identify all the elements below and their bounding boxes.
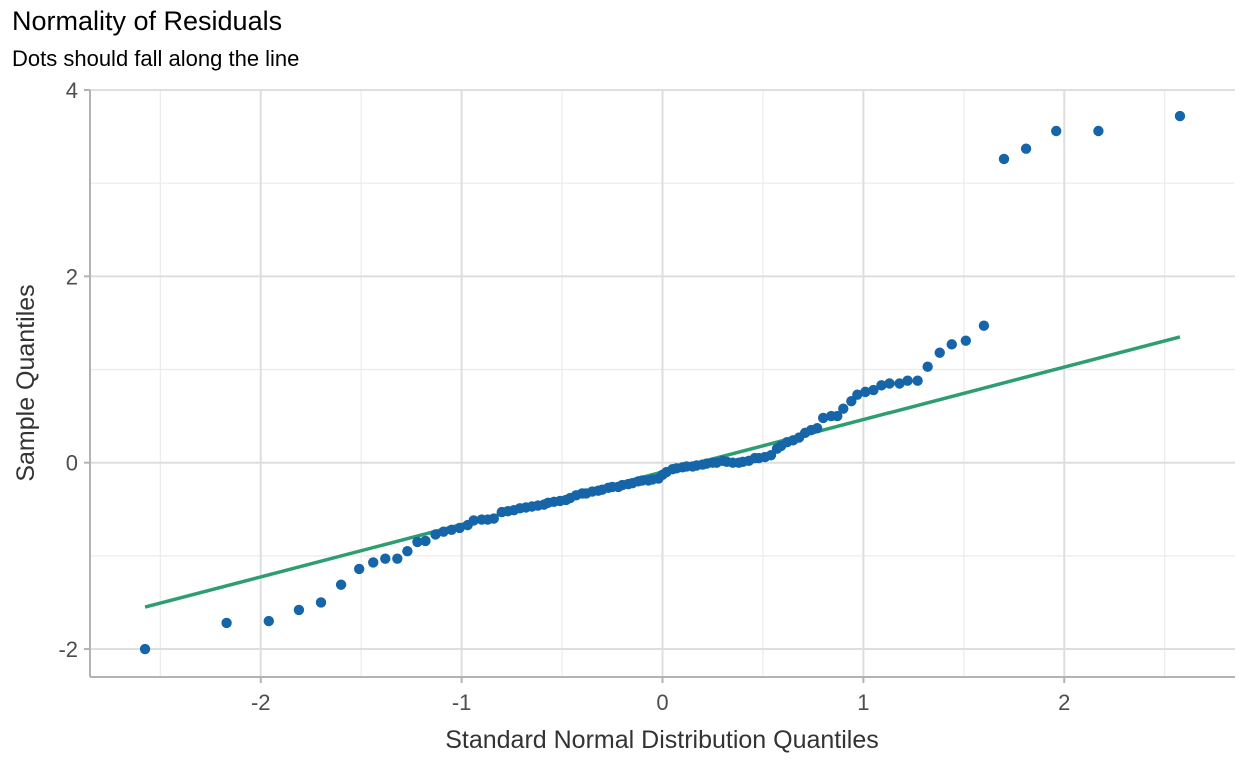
data-point: [380, 553, 391, 564]
data-point: [811, 423, 823, 434]
data-point: [852, 389, 863, 400]
data-point: [894, 378, 905, 389]
y-tick-label: -2: [58, 637, 78, 662]
data-point: [846, 396, 857, 407]
data-point: [978, 320, 990, 331]
y-tick-label: 0: [66, 451, 78, 476]
tick-labels: -2 -1 0 1 2 -2 0 2 4: [58, 78, 1070, 715]
data-point: [1051, 125, 1062, 137]
data-point: [430, 529, 441, 540]
grid-lines: [90, 89, 1235, 677]
data-point: [420, 535, 431, 547]
data-point: [412, 536, 423, 548]
data-point: [293, 604, 305, 616]
data-point: [446, 524, 457, 535]
data-point: [838, 403, 849, 414]
x-axis-title: Standard Normal Distribution Quantiles: [445, 726, 879, 754]
data-point: [884, 378, 895, 389]
data-point: [934, 347, 945, 358]
axes: [84, 89, 1235, 683]
data-point: [832, 410, 843, 422]
data-point: [1093, 125, 1104, 137]
data-point: [353, 563, 365, 575]
chart-subtitle: Dots should fall along the line: [12, 46, 300, 71]
data-point: [392, 553, 403, 564]
data-point: [315, 597, 327, 608]
data-point: [368, 557, 379, 568]
x-tick-label: -1: [452, 690, 472, 715]
data-point: [912, 375, 923, 386]
x-tick-label: 2: [1058, 690, 1070, 715]
y-axis-title: Sample Quantiles: [12, 284, 40, 481]
y-tick-label: 2: [66, 264, 78, 289]
data-point: [454, 522, 465, 534]
data-point: [263, 615, 274, 627]
data-point: [946, 339, 957, 350]
data-point: [765, 450, 777, 461]
data-point: [221, 617, 232, 629]
data-point: [488, 513, 499, 524]
sample-points: [139, 110, 1186, 655]
x-tick-label: 1: [857, 690, 869, 715]
data-point: [1020, 143, 1032, 154]
data-point: [998, 153, 1010, 165]
data-point: [1174, 110, 1186, 122]
x-tick-label: -2: [251, 690, 271, 715]
data-point: [402, 546, 413, 557]
data-point: [818, 412, 829, 424]
data-point: [876, 380, 887, 391]
data-point: [860, 386, 871, 398]
data-point: [438, 526, 449, 537]
data-point: [139, 643, 151, 655]
data-point: [902, 375, 913, 386]
data-point: [960, 335, 972, 346]
data-point: [468, 515, 479, 526]
data-point: [868, 384, 879, 396]
x-tick-label: 0: [656, 690, 668, 715]
data-point: [922, 361, 933, 372]
data-point: [335, 579, 347, 590]
y-tick-label: 4: [66, 78, 78, 103]
chart-title: Normality of Residuals: [12, 6, 283, 36]
